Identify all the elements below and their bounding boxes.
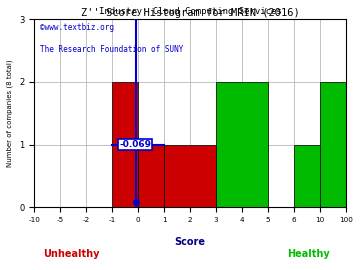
Text: ©www.textbiz.org: ©www.textbiz.org — [40, 23, 114, 32]
Bar — [164, 144, 216, 207]
Text: -0.069: -0.069 — [119, 140, 151, 149]
Text: Industry: Cloud Computing Services: Industry: Cloud Computing Services — [99, 7, 282, 16]
Bar — [320, 82, 346, 207]
Y-axis label: Number of companies (8 total): Number of companies (8 total) — [7, 59, 13, 167]
Bar — [294, 144, 320, 207]
Bar — [216, 82, 268, 207]
Text: Unhealthy: Unhealthy — [43, 249, 100, 259]
Text: The Research Foundation of SUNY: The Research Foundation of SUNY — [40, 45, 184, 55]
X-axis label: Score: Score — [175, 237, 206, 247]
Text: Healthy: Healthy — [287, 249, 330, 259]
Bar — [138, 144, 164, 207]
Title: Z''-Score Histogram for MRIN (2016): Z''-Score Histogram for MRIN (2016) — [81, 8, 300, 18]
Bar — [112, 82, 138, 207]
